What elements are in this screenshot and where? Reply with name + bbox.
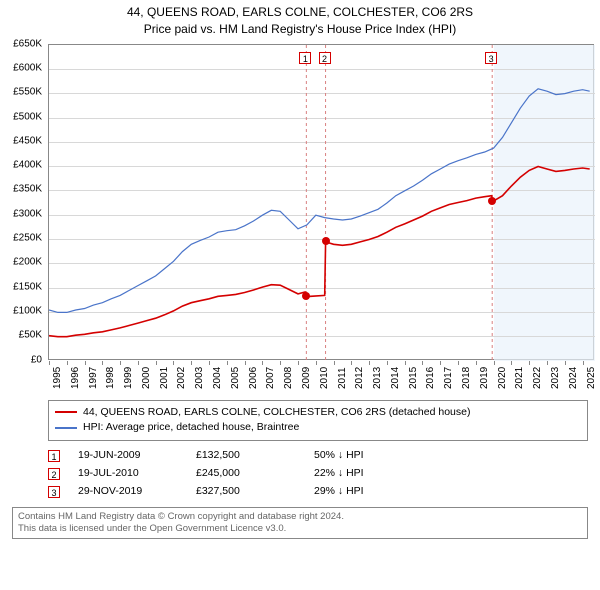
footer-attribution: Contains HM Land Registry data © Crown c…: [12, 507, 588, 540]
event-marker-3: 3: [485, 52, 497, 64]
event-dot-1: [302, 292, 310, 300]
x-tick-label: 2005: [230, 366, 241, 388]
footer-line1: Contains HM Land Registry data © Crown c…: [18, 511, 582, 523]
x-tick-label: 1998: [105, 366, 116, 388]
x-tick-label: 2006: [248, 366, 259, 388]
footer-line2: This data is licensed under the Open Gov…: [18, 523, 582, 535]
legend-label: HPI: Average price, detached house, Brai…: [83, 420, 299, 436]
event-table: 1 19-JUN-2009 £132,500 50% ↓ HPI 2 19-JUL-201…: [48, 447, 588, 501]
x-tick-label: 2011: [337, 367, 348, 389]
legend-swatch: [55, 427, 77, 429]
x-tick-label: 1997: [88, 366, 99, 388]
x-tick-label: 2009: [301, 366, 312, 388]
x-tick-label: 2016: [425, 366, 436, 388]
event-price: £132,500: [196, 447, 296, 465]
series-hpi: [49, 88, 590, 312]
x-tick-label: 2001: [159, 366, 170, 388]
x-tick-label: 2013: [372, 366, 383, 388]
x-tick-label: 2008: [283, 366, 294, 388]
event-dot-3: [488, 197, 496, 205]
x-tick-label: 2018: [461, 366, 472, 388]
y-tick-label: £450K: [13, 135, 42, 146]
y-tick-label: £0: [31, 354, 42, 365]
x-tick-label: 2017: [443, 366, 454, 388]
x-tick-label: 2012: [354, 366, 365, 388]
series-price_paid: [49, 166, 590, 336]
y-tick-label: £500K: [13, 111, 42, 122]
x-tick-label: 2004: [212, 366, 223, 388]
event-delta: 50% ↓ HPI: [314, 447, 414, 465]
y-tick-label: £200K: [13, 257, 42, 268]
y-tick-label: £100K: [13, 305, 42, 316]
event-date: 29-NOV-2019: [78, 483, 178, 501]
title-subtitle: Price paid vs. HM Land Registry's House …: [6, 21, 594, 38]
y-tick-label: £400K: [13, 160, 42, 171]
y-tick-label: £300K: [13, 208, 42, 219]
event-delta: 22% ↓ HPI: [314, 465, 414, 483]
x-tick-label: 2003: [194, 366, 205, 388]
event-delta: 29% ↓ HPI: [314, 483, 414, 501]
x-tick-label: 2025: [586, 366, 597, 388]
title-address: 44, QUEENS ROAD, EARLS COLNE, COLCHESTER…: [6, 4, 594, 21]
event-price: £245,000: [196, 465, 296, 483]
y-tick-label: £600K: [13, 62, 42, 73]
event-marker-1: 1: [299, 52, 311, 64]
y-tick-label: £550K: [13, 87, 42, 98]
event-row: 3 29-NOV-2019 £327,500 29% ↓ HPI: [48, 483, 588, 501]
y-tick-label: £650K: [13, 38, 42, 49]
x-tick-label: 2002: [176, 366, 187, 388]
event-date: 19-JUL-2010: [78, 465, 178, 483]
x-tick-label: 2020: [497, 366, 508, 388]
x-tick-label: 2014: [390, 366, 401, 388]
event-dot-2: [322, 237, 330, 245]
x-tick-label: 1996: [70, 366, 81, 388]
price-chart: £0£50K£100K£150K£200K£250K£300K£350K£400…: [6, 44, 594, 360]
x-tick-label: 2000: [141, 366, 152, 388]
x-tick-label: 1999: [123, 366, 134, 388]
x-tick-label: 2024: [568, 366, 579, 388]
event-marker-2: 2: [319, 52, 331, 64]
x-tick-label: 2019: [479, 366, 490, 388]
x-tick-label: 2021: [514, 366, 525, 388]
x-tick-label: 1995: [52, 366, 63, 388]
event-row-marker: 2: [48, 468, 60, 480]
x-tick-label: 2022: [532, 366, 543, 388]
event-row-marker: 3: [48, 486, 60, 498]
x-tick-label: 2015: [408, 366, 419, 388]
legend: 44, QUEENS ROAD, EARLS COLNE, COLCHESTER…: [48, 400, 588, 442]
event-row-marker: 1: [48, 450, 60, 462]
y-tick-label: £250K: [13, 233, 42, 244]
event-row: 1 19-JUN-2009 £132,500 50% ↓ HPI: [48, 447, 588, 465]
event-date: 19-JUN-2009: [78, 447, 178, 465]
y-tick-label: £350K: [13, 184, 42, 195]
x-tick-label: 2010: [319, 366, 330, 388]
event-price: £327,500: [196, 483, 296, 501]
event-row: 2 19-JUL-2010 £245,000 22% ↓ HPI: [48, 465, 588, 483]
legend-row: 44, QUEENS ROAD, EARLS COLNE, COLCHESTER…: [55, 405, 581, 421]
y-tick-label: £150K: [13, 281, 42, 292]
x-tick-label: 2023: [550, 366, 561, 388]
legend-row: HPI: Average price, detached house, Brai…: [55, 420, 581, 436]
legend-label: 44, QUEENS ROAD, EARLS COLNE, COLCHESTER…: [83, 405, 470, 421]
y-tick-label: £50K: [19, 330, 42, 341]
legend-swatch: [55, 411, 77, 413]
x-tick-label: 2007: [265, 366, 276, 388]
